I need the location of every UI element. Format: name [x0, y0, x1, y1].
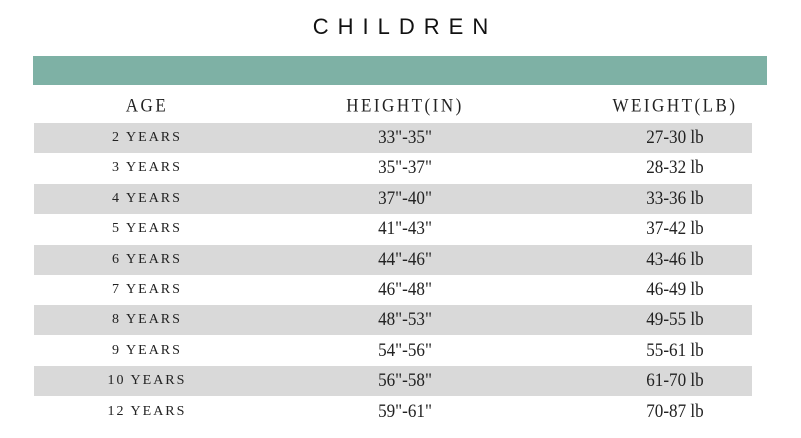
cell-age: 6 YEARS — [112, 251, 182, 267]
table-row: 8 YEARS 48"-53" 49-55 lb — [34, 305, 752, 336]
cell-height: 48"-53" — [378, 309, 432, 331]
cell-age: 12 YEARS — [107, 403, 187, 419]
cell-age: 5 YEARS — [112, 221, 182, 237]
cell-age: 7 YEARS — [112, 282, 182, 297]
column-header-height: HEIGHT(IN) — [346, 95, 464, 116]
page-title: CHILDREN — [312, 14, 498, 39]
table-header: AGE HEIGHT(IN) WEIGHT(LB) — [34, 92, 752, 120]
cell-weight: 37-42 lb — [646, 218, 704, 240]
cell-weight: 27-30 lb — [646, 127, 704, 148]
table-row: 9 YEARS 54"-56" 55-61 lb — [34, 336, 752, 366]
table-row: 12 YEARS 59"-61" 70-87 lb — [34, 397, 752, 427]
column-header-weight: WEIGHT(LB) — [612, 95, 738, 116]
cell-age: 2 YEARS — [112, 130, 182, 145]
cell-weight: 46-49 lb — [646, 279, 704, 300]
cell-height: 35"-37" — [378, 157, 432, 179]
cell-height: 41"-43" — [378, 218, 432, 240]
cell-height: 44"-46" — [378, 248, 432, 270]
cell-age: 8 YEARS — [112, 312, 182, 328]
table-row: 10 YEARS 56"-58" 61-70 lb — [34, 366, 752, 397]
cell-weight: 55-61 lb — [646, 339, 704, 361]
cell-weight: 33-36 lb — [646, 187, 704, 209]
table-row: 6 YEARS 44"-46" 43-46 lb — [34, 244, 752, 275]
cell-age: 4 YEARS — [112, 190, 182, 206]
table-row: 3 YEARS 35"-37" 28-32 lb — [34, 153, 752, 183]
cell-weight: 49-55 lb — [646, 309, 704, 331]
cell-age: 9 YEARS — [112, 342, 182, 358]
table-row: 2 YEARS 33"-35" 27-30 lb — [34, 123, 752, 153]
column-header-age: AGE — [125, 95, 169, 116]
table-row: 7 YEARS 46"-48" 46-49 lb — [34, 275, 752, 305]
cell-height: 54"-56" — [378, 339, 432, 361]
table-row: 5 YEARS 41"-43" 37-42 lb — [34, 214, 752, 244]
cell-weight: 43-46 lb — [646, 248, 704, 270]
cell-height: 33"-35" — [378, 127, 432, 148]
cell-height: 56"-58" — [378, 370, 432, 392]
cell-weight: 70-87 lb — [646, 400, 704, 422]
cell-age: 3 YEARS — [112, 160, 182, 176]
cell-height: 46"-48" — [378, 279, 432, 300]
table-row: 4 YEARS 37"-40" 33-36 lb — [34, 183, 752, 214]
cell-weight: 61-70 lb — [646, 370, 704, 392]
cell-age: 10 YEARS — [107, 373, 187, 389]
cell-height: 59"-61" — [378, 400, 432, 422]
cell-height: 37"-40" — [378, 187, 432, 209]
cell-weight: 28-32 lb — [646, 157, 704, 179]
header-band — [33, 56, 767, 85]
